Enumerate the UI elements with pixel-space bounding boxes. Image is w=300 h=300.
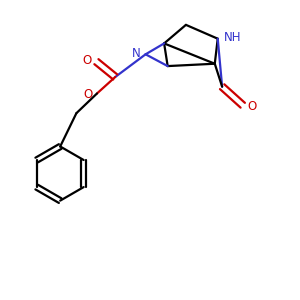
Text: O: O bbox=[83, 88, 93, 100]
Text: NH: NH bbox=[224, 31, 242, 44]
Text: O: O bbox=[247, 100, 256, 113]
Text: O: O bbox=[83, 54, 92, 67]
Text: N: N bbox=[131, 47, 140, 60]
